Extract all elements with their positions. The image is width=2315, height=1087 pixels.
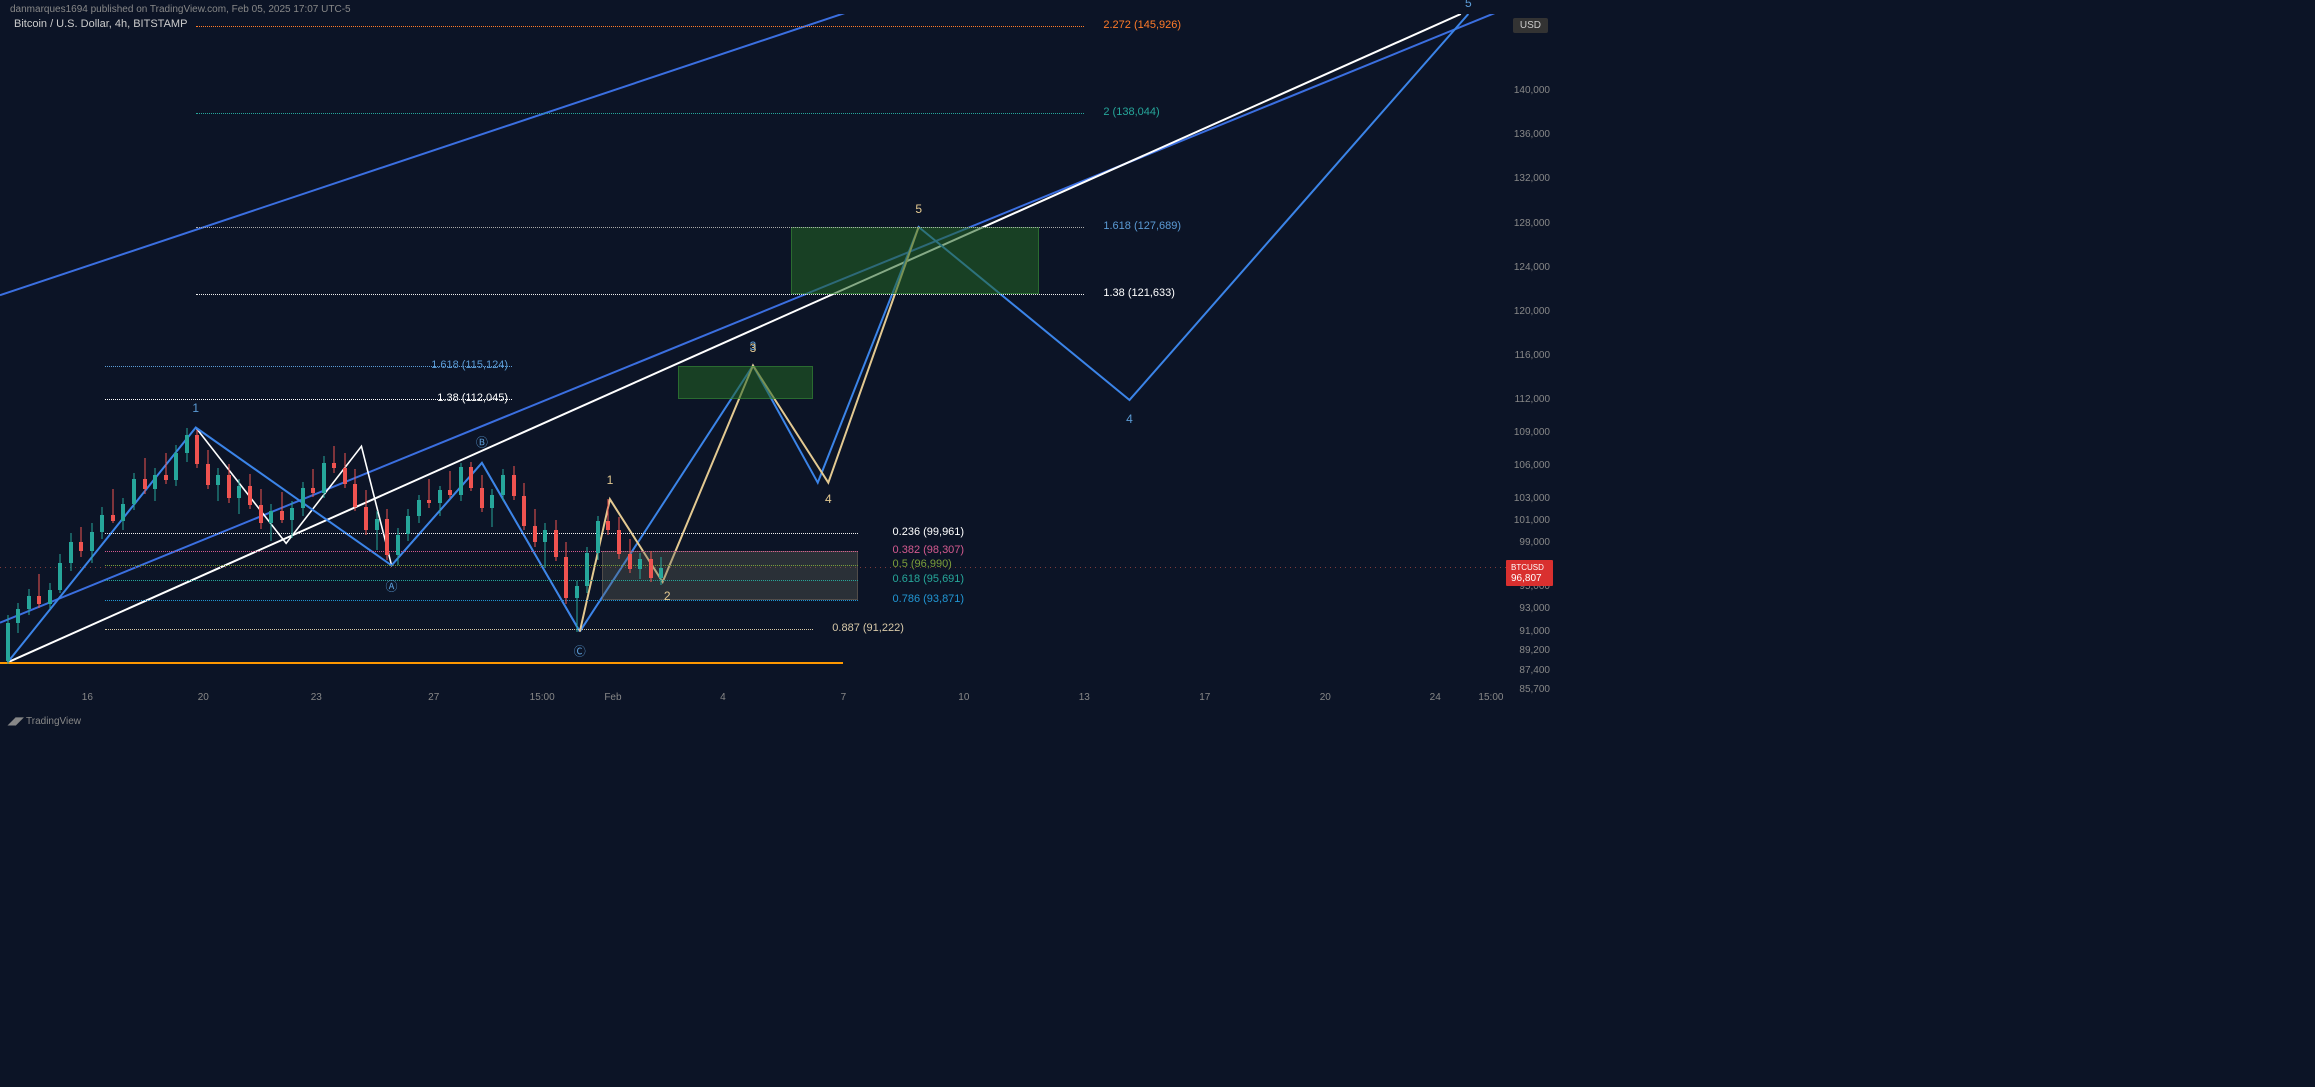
chart-container: danmarques1694 published on TradingView.… bbox=[0, 0, 1556, 730]
y-axis: 85,70087,40089,20091,00093,00095,00097,0… bbox=[1506, 14, 1556, 690]
footer-brand: ◢◤ TradingView bbox=[8, 716, 81, 727]
chart-area[interactable]: 2.272 (145,926)2 (138,044)1.618 (127,689… bbox=[0, 14, 1506, 690]
x-axis: 1620232715:00Feb47101317202415:00 bbox=[0, 692, 1506, 712]
